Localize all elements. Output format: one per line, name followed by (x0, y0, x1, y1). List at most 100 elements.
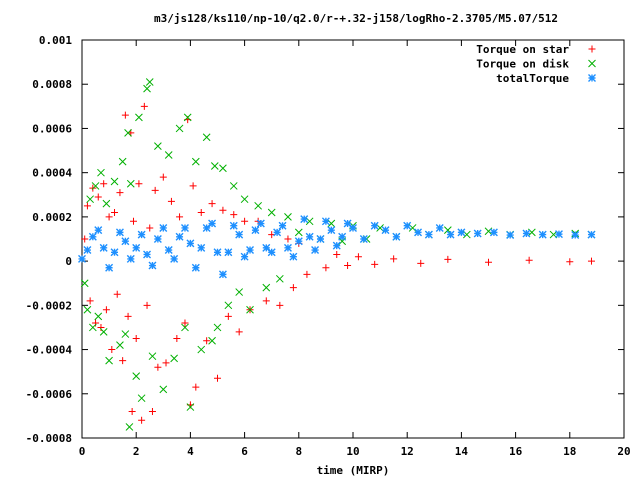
legend-entry-label: totalTorque (496, 72, 569, 85)
data-point (180, 223, 189, 232)
x-tick-label: 20 (617, 445, 630, 458)
data-point (183, 113, 192, 122)
data-point (208, 200, 216, 208)
plot-frame (81, 39, 625, 439)
data-point (146, 224, 154, 232)
data-point (235, 288, 244, 296)
data-point (105, 263, 114, 272)
data-point (115, 228, 124, 237)
data-point (108, 346, 116, 354)
x-tick-label: 14 (455, 445, 469, 458)
data-point (135, 113, 143, 122)
y-tick-label: 0.0008 (32, 78, 72, 91)
data-point (154, 142, 162, 150)
data-point (94, 226, 103, 235)
data-point (444, 255, 452, 263)
data-point (294, 237, 303, 246)
data-point (132, 243, 141, 252)
data-point (485, 258, 492, 266)
data-point (202, 223, 211, 232)
data-point (370, 221, 379, 230)
data-point (322, 264, 330, 272)
x-tick-label: 12 (401, 445, 414, 458)
data-point (275, 274, 284, 283)
data-point (88, 232, 97, 241)
data-point (446, 230, 455, 239)
data-point (102, 306, 110, 314)
data-point (148, 261, 157, 270)
data-point (92, 319, 100, 327)
data-point (587, 230, 596, 239)
data-point (124, 312, 132, 320)
data-point (86, 195, 94, 204)
data-point (119, 357, 127, 365)
data-point (240, 195, 249, 204)
data-point (186, 239, 195, 248)
data-point (132, 335, 140, 342)
data-point (219, 164, 227, 173)
data-point (159, 223, 168, 232)
data-point (143, 301, 151, 309)
y-tick-label: -0.0004 (26, 344, 73, 357)
data-point (154, 363, 162, 371)
x-tick-label: 4 (187, 445, 194, 458)
data-point (191, 263, 200, 272)
data-point (140, 102, 148, 110)
data-point (262, 283, 271, 292)
data-point (506, 231, 515, 240)
data-point (80, 279, 89, 288)
data-point (192, 383, 200, 391)
data-point (113, 290, 121, 298)
data-point (121, 237, 130, 246)
data-point (489, 228, 498, 237)
data-point (164, 151, 173, 159)
data-point (125, 423, 134, 431)
data-point (338, 232, 347, 241)
data-point (105, 213, 113, 221)
data-point (137, 230, 146, 239)
data-point (97, 323, 105, 331)
data-point (214, 374, 221, 382)
data-point (202, 133, 211, 142)
data-point (390, 255, 398, 263)
x-tick-label: 10 (346, 445, 359, 458)
data-point (208, 336, 216, 345)
data-point (94, 193, 102, 201)
data-point (218, 270, 227, 279)
data-point (457, 228, 466, 237)
data-point (283, 243, 292, 252)
y-tick-label: 0.001 (39, 34, 72, 47)
data-point (191, 157, 200, 166)
data-point (571, 231, 580, 240)
data-point (102, 199, 111, 208)
data-point (143, 84, 151, 93)
data-point (153, 235, 162, 243)
data-point (262, 243, 271, 252)
data-point (229, 221, 238, 230)
data-point (128, 407, 136, 415)
data-point (173, 335, 181, 342)
data-point (181, 319, 189, 327)
y-tick-label: -0.0008 (26, 432, 72, 445)
data-point (78, 254, 86, 263)
data-point (294, 228, 303, 237)
x-axis: 0 2 4 6 8 10 12 14 16 18 20 (79, 40, 631, 458)
y-tick-label: -0.0006 (26, 388, 73, 401)
data-point (267, 208, 276, 217)
legend-marker-icon (588, 59, 596, 68)
data-point (381, 226, 390, 235)
y-tick-label: 0 (65, 255, 72, 268)
data-points (78, 78, 596, 431)
data-point (213, 323, 222, 332)
data-point (473, 229, 482, 238)
data-point (349, 223, 357, 232)
data-point (246, 246, 255, 255)
data-point (83, 202, 91, 210)
x-tick-label: 18 (563, 445, 576, 458)
data-point (208, 219, 217, 228)
data-point (435, 223, 444, 232)
data-point (81, 235, 89, 243)
data-point (99, 328, 108, 336)
